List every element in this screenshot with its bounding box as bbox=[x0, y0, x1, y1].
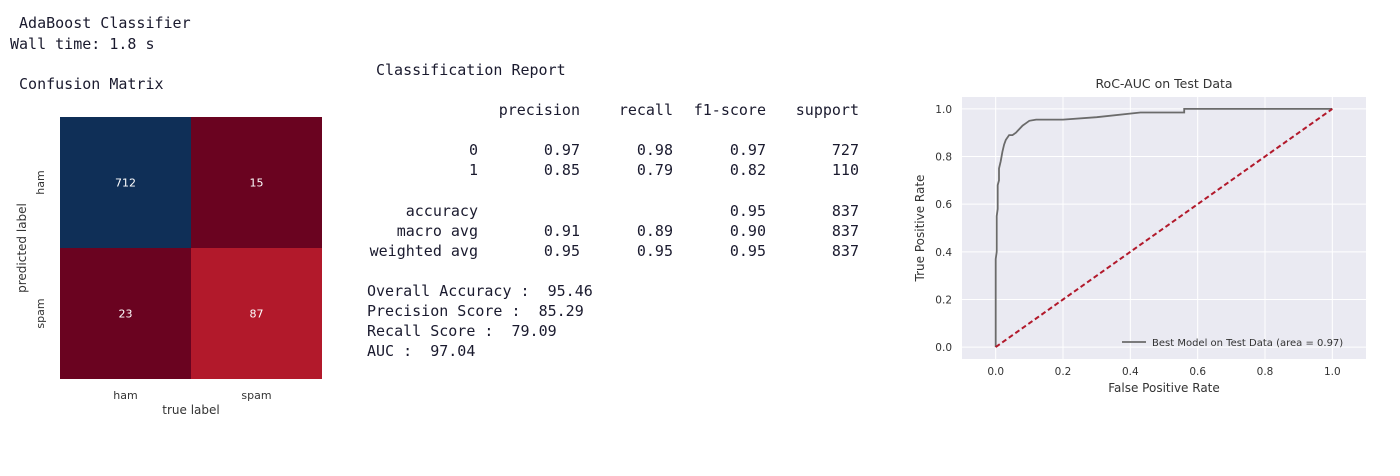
report-cell: 0.90 bbox=[729, 222, 766, 240]
y-tick-label: ham bbox=[34, 170, 47, 194]
report-cell: 0.98 bbox=[636, 141, 673, 159]
report-cell: 837 bbox=[831, 202, 859, 220]
x-tick-label: spam bbox=[241, 389, 271, 402]
roc-curve-line bbox=[994, 108, 1333, 348]
report-cell: 837 bbox=[831, 242, 859, 260]
x-axis-label: true label bbox=[162, 403, 219, 417]
model-title: AdaBoost Classifier bbox=[10, 14, 191, 32]
score-line: Overall Accuracy : 95.46 bbox=[367, 282, 593, 300]
cell-value: 23 bbox=[119, 308, 133, 321]
report-cell: 0.97 bbox=[729, 141, 766, 159]
report-cell: 0.95 bbox=[543, 242, 580, 260]
heatmap-cell bbox=[60, 117, 191, 248]
cell-value: 712 bbox=[115, 177, 136, 190]
y-tick-label: 0.4 bbox=[935, 247, 952, 259]
report-column-header: recall bbox=[618, 101, 673, 119]
score-line: AUC : 97.04 bbox=[367, 342, 476, 360]
report-column-header: f1-score bbox=[693, 101, 766, 119]
y-axis-label: True Positive Rate bbox=[913, 175, 927, 283]
heatmap-cell bbox=[60, 248, 191, 379]
roc-chart: 0.0 0.2 0.4 0.6 0.8 1.0 0.0 0.2 0.4 0.6 0.8 1.0 RoC-… bbox=[913, 76, 1366, 395]
confusion-matrix-title: Confusion Matrix bbox=[10, 75, 164, 93]
report-title: Classification Report bbox=[376, 61, 566, 79]
report-cell: 0.82 bbox=[729, 161, 766, 179]
x-tick-label: ham bbox=[113, 389, 137, 402]
y-tick-label: 0.6 bbox=[935, 199, 952, 211]
y-axis-label: predicted label bbox=[15, 203, 29, 293]
report-cell: 0.85 bbox=[543, 161, 580, 179]
x-tick-label: 0.2 bbox=[1055, 366, 1072, 378]
report-cell: 0.95 bbox=[729, 242, 766, 260]
x-axis-label: False Positive Rate bbox=[1108, 381, 1220, 395]
cell-value: 15 bbox=[250, 177, 264, 190]
score-line: Precision Score : 85.29 bbox=[367, 302, 584, 320]
diagonal-reference-line bbox=[995, 108, 1333, 348]
report-cell: 0.95 bbox=[636, 242, 673, 260]
report-column-header: support bbox=[795, 101, 859, 119]
report-cell: 727 bbox=[831, 141, 859, 159]
y-tick-label: 0.2 bbox=[935, 294, 952, 306]
report-row-label: 1 bbox=[468, 161, 478, 179]
report-summary-label: macro avg bbox=[396, 222, 478, 240]
report-cell: 0.91 bbox=[543, 222, 580, 240]
report-cell: 0.95 bbox=[729, 202, 766, 220]
report-cell: 0.79 bbox=[636, 161, 673, 179]
x-tick-label: 0.4 bbox=[1122, 366, 1139, 378]
report-cell: 0.97 bbox=[543, 141, 580, 159]
report-cell: 110 bbox=[831, 161, 859, 179]
y-tick-label: spam bbox=[34, 298, 47, 328]
legend-label: Best Model on Test Data (area = 0.97) bbox=[1152, 338, 1343, 349]
report-summary-label: weighted avg bbox=[369, 242, 478, 260]
cell-value: 87 bbox=[250, 308, 264, 321]
x-tick-label: 0.6 bbox=[1189, 366, 1206, 378]
y-tick-label: 0.0 bbox=[935, 342, 952, 354]
y-tick-label: 0.8 bbox=[935, 152, 952, 164]
score-line: Recall Score : 79.09 bbox=[367, 322, 557, 340]
report-cell: 0.89 bbox=[636, 222, 673, 240]
wall-time: Wall time: 1.8 s bbox=[10, 35, 155, 53]
heatmap-cell bbox=[191, 117, 322, 248]
x-tick-label: 0.8 bbox=[1257, 366, 1274, 378]
report-row-label: 0 bbox=[468, 141, 478, 159]
classification-report: Classification Report precision recall f1-… bbox=[366, 60, 866, 360]
y-tick-label: 1.0 bbox=[935, 104, 952, 116]
report-summary-label: accuracy bbox=[405, 202, 478, 220]
plot-area bbox=[962, 97, 1366, 359]
x-tick-label: 1.0 bbox=[1324, 366, 1341, 378]
chart-title: RoC-AUC on Test Data bbox=[1095, 76, 1232, 91]
confusion-matrix-chart: 712 15 23 87 ham spam ham spam true label predict… bbox=[15, 117, 322, 417]
heatmap-cell bbox=[191, 248, 322, 379]
report-cell: 837 bbox=[831, 222, 859, 240]
report-column-header: precision bbox=[498, 101, 580, 119]
x-tick-label: 0.0 bbox=[987, 366, 1004, 378]
